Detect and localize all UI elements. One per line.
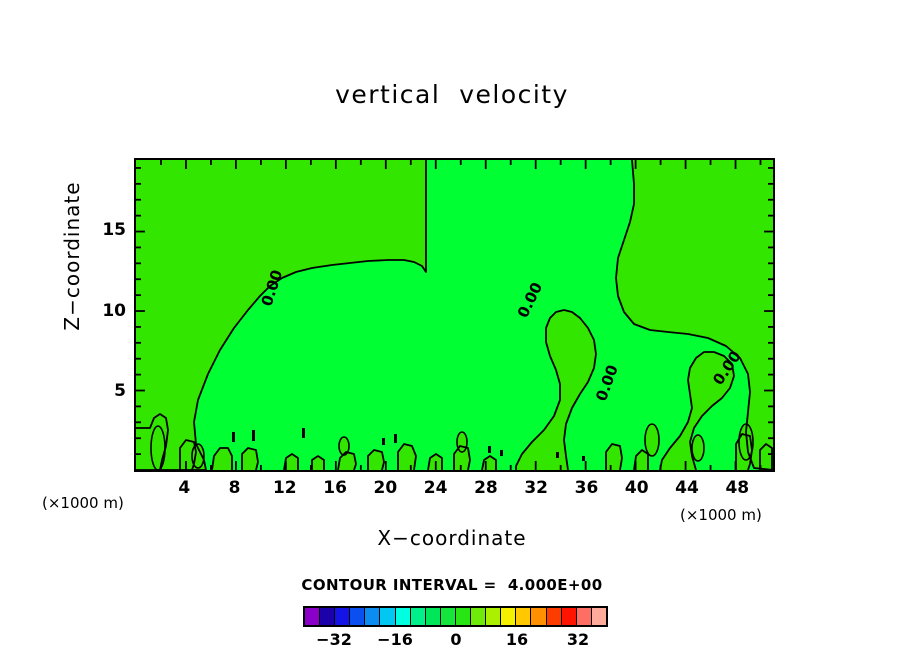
x-tick-label: 28 <box>474 478 498 498</box>
contour-region-topright <box>616 160 773 470</box>
colorbar-tick-label: 32 <box>566 630 590 649</box>
colorbar-swatch <box>486 608 502 625</box>
colorbar-swatch <box>395 608 411 625</box>
y-axis-title: Z−coordinate <box>60 181 84 331</box>
colorbar-swatch <box>380 608 396 625</box>
x-axis-title: X−coordinate <box>377 526 527 550</box>
contour-blobs <box>150 423 754 470</box>
colorbar-swatch <box>425 608 441 625</box>
colorbar-swatch <box>531 608 547 625</box>
colorbar-swatch <box>516 608 532 625</box>
colorbar-tick-label: 0 <box>450 630 462 649</box>
colorbar-tick-label: −16 <box>377 630 413 649</box>
colorbar-swatch <box>365 608 381 625</box>
colorbar-swatch <box>455 608 472 625</box>
plot-area <box>134 158 775 472</box>
x-tick-label: 4 <box>178 478 191 498</box>
contour-region-left <box>136 160 426 470</box>
x-tick-label: 16 <box>323 478 347 498</box>
colorbar-swatch <box>410 608 426 625</box>
y-tick-label: 10 <box>102 300 126 321</box>
x-unit-right-note: (×1000 m) <box>680 506 762 524</box>
colorbar-swatch <box>335 608 351 625</box>
x-tick-label: 40 <box>624 478 649 498</box>
x-tick-label: 48 <box>725 478 750 498</box>
contour-region-midfinger <box>516 310 596 470</box>
colorbar-swatch <box>501 608 517 625</box>
x-tick-label: 24 <box>423 478 448 498</box>
colorbar-tick-label: 16 <box>505 630 529 649</box>
x-tick-label: 32 <box>524 478 549 498</box>
x-tick-label: 44 <box>675 478 699 498</box>
colorbar-swatch <box>440 608 456 625</box>
colorbar-swatch <box>546 608 562 625</box>
x-tick-label: 12 <box>272 478 297 498</box>
colorbar-swatch <box>576 608 592 625</box>
contour-lines <box>136 160 773 470</box>
colorbar-tick-labels: −32 −16 0 16 32 <box>303 630 608 652</box>
y-tick-label: 5 <box>114 381 126 402</box>
page-title: vertical velocity <box>335 80 569 109</box>
x-unit-left-note: (×1000 m) <box>42 494 124 512</box>
x-tick-label: 20 <box>373 478 398 498</box>
colorbar-tick-label: −32 <box>316 630 352 649</box>
colorbar-swatch <box>591 608 606 625</box>
colorbar-swatch <box>350 608 366 625</box>
x-tick-label: 8 <box>228 478 241 498</box>
contour-region-rightlobe <box>660 352 734 470</box>
colorbar-swatch <box>305 608 321 625</box>
axis-tick-marks <box>136 160 773 470</box>
contour-interval-label: CONTOUR INTERVAL = 4.000E+00 <box>301 576 603 594</box>
colorbar <box>303 606 608 627</box>
contour-specks <box>232 428 585 461</box>
colorbar-swatch <box>320 608 336 625</box>
x-tick-label: 36 <box>574 478 599 498</box>
contour-field <box>136 160 773 470</box>
colorbar-swatch <box>471 608 487 625</box>
colorbar-swatch <box>561 608 577 625</box>
y-tick-label: 15 <box>102 220 126 241</box>
